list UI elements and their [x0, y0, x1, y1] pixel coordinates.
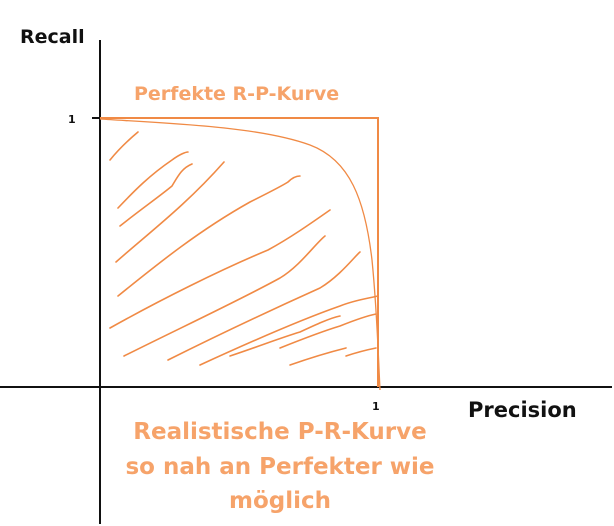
- perfect-curve: [100, 117, 379, 387]
- realistic-label-line3: möglich: [229, 488, 331, 514]
- realistic-label-line1: Realistische P-R-Kurve: [133, 419, 426, 445]
- realistic-curve: [99, 118, 381, 391]
- y-tick-label: 1: [68, 113, 76, 126]
- perfect-curve-label: Perfekte R-P-Kurve: [134, 83, 339, 105]
- realistic-label-line2: so nah an Perfekter wie: [125, 454, 434, 480]
- hatch-area: [109, 131, 379, 366]
- y-axis-label: Recall: [20, 26, 85, 48]
- x-tick-label: 1: [372, 400, 380, 413]
- x-axis-label: Precision: [468, 398, 577, 422]
